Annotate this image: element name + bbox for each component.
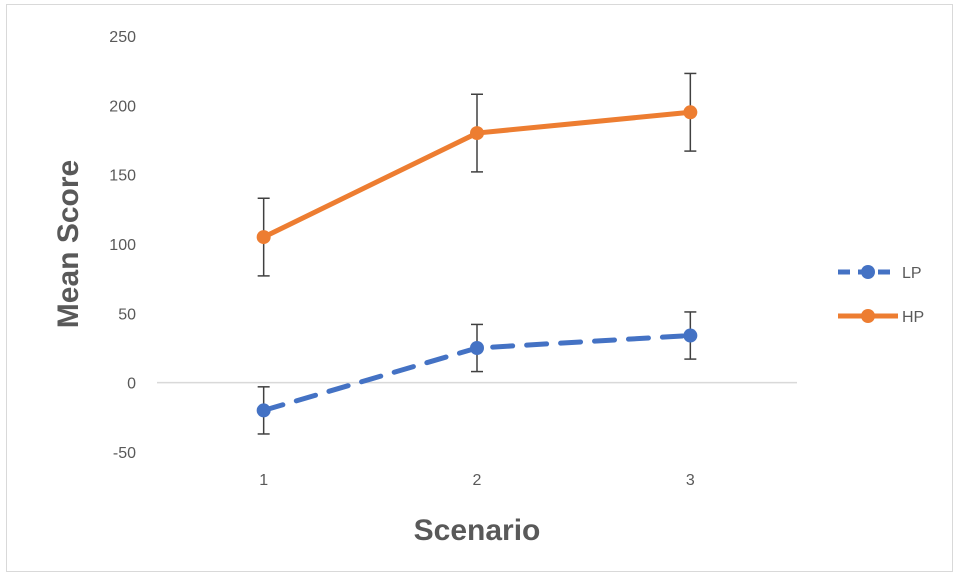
data-point-hp xyxy=(683,105,698,120)
x-tick-label: 3 xyxy=(686,472,695,489)
y-tick-label: 250 xyxy=(109,29,136,46)
y-tick-label: -50 xyxy=(113,445,136,462)
y-axis-title: Mean Score xyxy=(52,160,85,328)
y-axis-tick-labels: 250 200 150 100 50 0 -50 xyxy=(109,29,136,462)
data-point-markers xyxy=(256,105,698,418)
data-point-lp xyxy=(683,328,698,343)
y-tick-label: 150 xyxy=(109,168,136,185)
x-tick-label: 2 xyxy=(473,472,482,489)
legend-label-hp: HP xyxy=(902,309,924,326)
legend-marker-lp xyxy=(861,265,875,279)
x-axis-title: Scenario xyxy=(414,514,541,547)
y-tick-label: 200 xyxy=(109,98,136,115)
legend: LP HP xyxy=(838,265,924,326)
data-point-lp xyxy=(256,403,271,418)
data-point-hp xyxy=(256,230,271,245)
legend-marker-hp xyxy=(861,309,875,323)
y-tick-label: 100 xyxy=(109,237,136,254)
y-tick-label: 0 xyxy=(127,376,136,393)
x-axis-tick-labels: 1 2 3 xyxy=(259,472,695,489)
data-point-hp xyxy=(470,126,484,141)
x-tick-label: 1 xyxy=(259,472,268,489)
chart-area xyxy=(6,4,953,572)
legend-label-lp: LP xyxy=(902,265,922,282)
data-point-lp xyxy=(470,341,484,355)
y-tick-label: 50 xyxy=(118,306,136,323)
